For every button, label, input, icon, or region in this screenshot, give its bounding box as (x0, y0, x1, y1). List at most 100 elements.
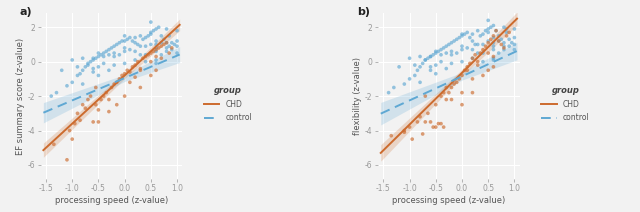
Point (438, 91, 449, 94)
Point (404, 77, 415, 81)
Point (72, 74, 83, 77)
Point (501, 27, 511, 31)
Point (172, 29, 182, 32)
Point (140, 55, 150, 58)
Point (483, 41, 493, 45)
Point (488, 45, 499, 48)
Point (486, 26, 496, 29)
Point (452, 38, 462, 41)
Point (91, 57, 101, 60)
Point (101, 50, 111, 53)
Point (423, 57, 433, 60)
Point (467, 32, 477, 36)
Point (166, 48, 177, 51)
Point (415, 65, 425, 68)
Point (449, 39, 460, 43)
Point (115, 77, 125, 81)
Point (120, 46, 130, 50)
Point (88, 57, 99, 60)
Point (120, 39, 130, 43)
Point (125, 36, 135, 39)
Point (132, 43, 143, 46)
Point (467, 39, 477, 43)
Point (436, 53, 446, 56)
Point (172, 39, 182, 43)
Point (478, 51, 488, 55)
Point (476, 34, 486, 38)
Point (452, 51, 462, 55)
Point (483, 51, 493, 55)
Point (99, 94, 109, 98)
Point (132, 60, 143, 63)
Point (151, 48, 161, 51)
Point (106, 46, 116, 50)
Point (483, 69, 493, 72)
Point (130, 36, 140, 39)
Point (457, 32, 467, 36)
Point (446, 50, 456, 53)
Y-axis label: flexibility (z-value): flexibility (z-value) (353, 57, 362, 135)
Point (412, 69, 422, 72)
Point (488, 55, 499, 58)
Point (170, 43, 180, 46)
Point (457, 45, 467, 48)
Point (151, 55, 161, 58)
Point (410, 74, 420, 77)
Point (446, 86, 456, 89)
Point (483, 31, 493, 34)
Point (478, 48, 488, 51)
Point (151, 46, 161, 50)
Point (156, 45, 166, 48)
Point (446, 53, 456, 56)
Point (80, 65, 90, 68)
Point (441, 67, 451, 70)
Point (507, 41, 517, 45)
Point (120, 72, 130, 75)
Point (426, 65, 436, 68)
Point (120, 34, 130, 38)
Point (146, 32, 156, 36)
Point (441, 51, 451, 55)
Point (72, 65, 83, 68)
Point (88, 58, 99, 62)
Point (156, 53, 166, 56)
Point (140, 60, 150, 63)
Point (77, 82, 88, 86)
X-axis label: processing speed (z-value): processing speed (z-value) (55, 196, 168, 205)
Point (493, 51, 504, 55)
Point (465, 62, 475, 65)
Point (433, 122, 444, 125)
Point (462, 31, 472, 34)
Point (470, 53, 480, 56)
Point (146, 20, 156, 24)
Point (388, 86, 399, 89)
Point (70, 122, 80, 125)
Point (146, 51, 156, 55)
Point (140, 36, 150, 39)
Point (49, 143, 59, 146)
Point (104, 110, 114, 113)
Point (488, 65, 499, 68)
Point (467, 77, 477, 81)
Point (415, 55, 425, 58)
Point (501, 31, 511, 34)
Point (156, 41, 166, 45)
Point (509, 43, 520, 46)
Point (467, 57, 477, 60)
Point (488, 41, 499, 45)
Point (478, 74, 488, 77)
Point (148, 50, 159, 53)
Point (104, 98, 114, 101)
Point (509, 48, 520, 51)
Point (444, 91, 454, 94)
Point (426, 55, 436, 58)
Point (431, 63, 441, 67)
Point (151, 69, 161, 72)
Point (146, 74, 156, 77)
Point (154, 46, 164, 50)
Point (465, 36, 475, 39)
Point (140, 45, 150, 48)
Point (164, 45, 174, 48)
Point (496, 38, 506, 41)
Point (488, 34, 499, 38)
